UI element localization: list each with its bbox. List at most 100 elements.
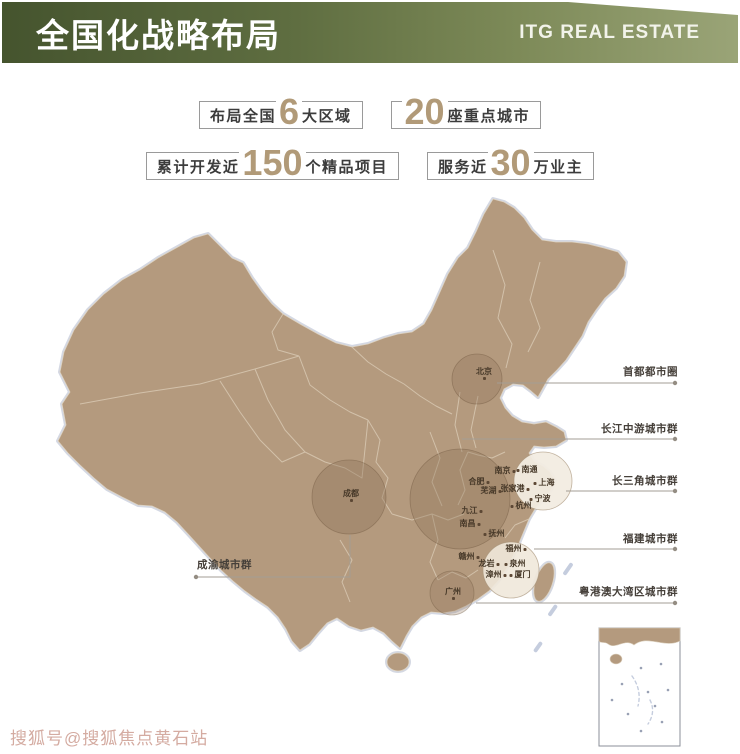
city-label: 漳州 [485, 570, 502, 579]
stat-projects: 累计开发近 150 个精品项目 [145, 145, 400, 181]
cluster-circle-yangtze-delta [513, 451, 573, 511]
city-dot [504, 562, 508, 566]
city-label: 抚州 [488, 529, 505, 538]
city-dot [533, 481, 537, 485]
city-hefei: 合肥 [469, 478, 490, 486]
stat-regions: 布局全国 6 大区域 [198, 94, 363, 130]
island-chain-dashes [533, 562, 573, 653]
city-label: 宁波 [534, 494, 551, 503]
stats-row-1: 布局全国 6 大区域 20 座重点城市 [0, 94, 740, 130]
city-fuzhou: 福州 [506, 545, 527, 553]
city-nanchang: 南昌 [460, 520, 481, 528]
city-label: 赣州 [458, 552, 475, 561]
city-ganzhou: 赣州 [459, 553, 480, 561]
city-label: 南通 [521, 465, 538, 474]
city-quanzhou: 泉州 [504, 559, 526, 568]
cluster-circle-fujian [482, 541, 540, 599]
city-label: 九江 [461, 506, 478, 515]
city-label: 芜湖 [480, 486, 497, 495]
city-label: 北京 [476, 367, 492, 376]
stat-owners: 服务近 30 万业主 [427, 145, 595, 181]
watermark-text: 搜狐号@搜狐焦点黄石站 [10, 729, 209, 748]
city-dot [482, 377, 486, 380]
city-label: 龙岩 [478, 559, 495, 568]
city-dot [523, 547, 527, 551]
cluster-circle-mid-yangtze [409, 448, 511, 550]
cluster-label-chengyu: 成渝城市群 [197, 559, 252, 571]
city-dot [483, 532, 487, 536]
city-dot [486, 480, 490, 484]
city-label: 上海 [538, 478, 555, 487]
city-dot [477, 522, 481, 526]
city-dot [496, 562, 500, 566]
stats-row-2: 累计开发近 150 个精品项目 服务近 30 万业主 [0, 145, 740, 181]
city-label: 成都 [343, 489, 359, 498]
stat-number: 150 [239, 145, 306, 181]
city-dot [510, 504, 514, 508]
city-nanjing: 南京 [495, 467, 516, 475]
city-zhangzhou: 漳州 [486, 571, 507, 579]
city-chengdu: 成都 [343, 490, 359, 502]
city-nantong: 南通 [516, 465, 538, 474]
city-dot [529, 497, 533, 501]
cluster-circle-guangzhou [429, 570, 475, 616]
stat-suffix: 座重点城市 [447, 107, 531, 125]
city-dot [498, 489, 502, 493]
stat-key-cities: 20 座重点城市 [390, 94, 542, 130]
city-label: 张家港 [500, 484, 525, 493]
city-label: 南京 [494, 466, 511, 475]
city-longyan: 龙岩 [479, 560, 500, 568]
city-jiujiang: 九江 [462, 507, 483, 515]
cluster-label-yangtze-delta: 长三角城市群 [612, 475, 678, 487]
stats-section: 布局全国 6 大区域 20 座重点城市 累计开发近 150 个精品项目 服务近 … [0, 94, 740, 181]
cluster-circle-chengdu [311, 459, 387, 535]
city-label: 南昌 [459, 519, 476, 528]
stat-prefix: 服务近 [438, 158, 488, 176]
stat-suffix: 大区域 [301, 107, 352, 125]
city-ningbo: 宁波 [529, 494, 551, 503]
city-dot [526, 487, 530, 491]
province-borders [79, 249, 541, 603]
city-guangzhou: 广州 [445, 588, 461, 600]
city-label: 厦门 [514, 570, 531, 579]
cluster-label-capital: 首都都市圈 [623, 366, 678, 378]
city-label: 泉州 [509, 559, 526, 568]
china-land [57, 198, 627, 651]
city-dot [516, 468, 520, 472]
stat-number: 20 [401, 94, 448, 130]
cluster-label-mid-yangtze: 长江中游城市群 [601, 423, 678, 435]
cluster-leader-lines [193, 380, 678, 606]
stat-prefix: 累计开发近 [156, 158, 240, 176]
city-label: 杭州 [515, 501, 532, 510]
city-dot [509, 573, 513, 577]
city-label: 合肥 [468, 477, 485, 486]
cluster-circle-beijing [451, 353, 503, 405]
inset-map-south-china-sea [598, 627, 681, 747]
city-fuzhou-jx: 抚州 [483, 529, 505, 538]
city-label: 广州 [445, 587, 461, 596]
city-wuhu: 芜湖 [481, 487, 502, 495]
hainan-island [386, 652, 410, 672]
stat-suffix: 个精品项目 [305, 158, 389, 176]
city-dot [349, 499, 353, 502]
cluster-label-greater-bay: 粤港澳大湾区城市群 [579, 586, 678, 598]
city-shanghai: 上海 [533, 478, 555, 487]
banner-corner-wedge [568, 2, 738, 15]
stat-prefix: 布局全国 [209, 107, 276, 125]
stat-suffix: 万业主 [533, 158, 584, 176]
stat-number: 30 [487, 145, 534, 181]
city-zhangjiagang: 张家港 [501, 485, 530, 493]
stat-number: 6 [275, 94, 302, 130]
brand-logo-text: ITG REAL ESTATE [519, 21, 700, 43]
city-dot [476, 555, 480, 559]
city-dot [503, 573, 507, 577]
city-label: 福州 [505, 544, 522, 553]
city-dot [451, 597, 455, 600]
city-hangzhou: 杭州 [510, 501, 532, 510]
city-xiamen: 厦门 [509, 570, 531, 579]
header-banner: 全国化战略布局 ITG REAL ESTATE [2, 2, 738, 63]
cluster-label-fujian: 福建城市群 [623, 533, 678, 545]
city-beijing: 北京 [476, 368, 492, 380]
